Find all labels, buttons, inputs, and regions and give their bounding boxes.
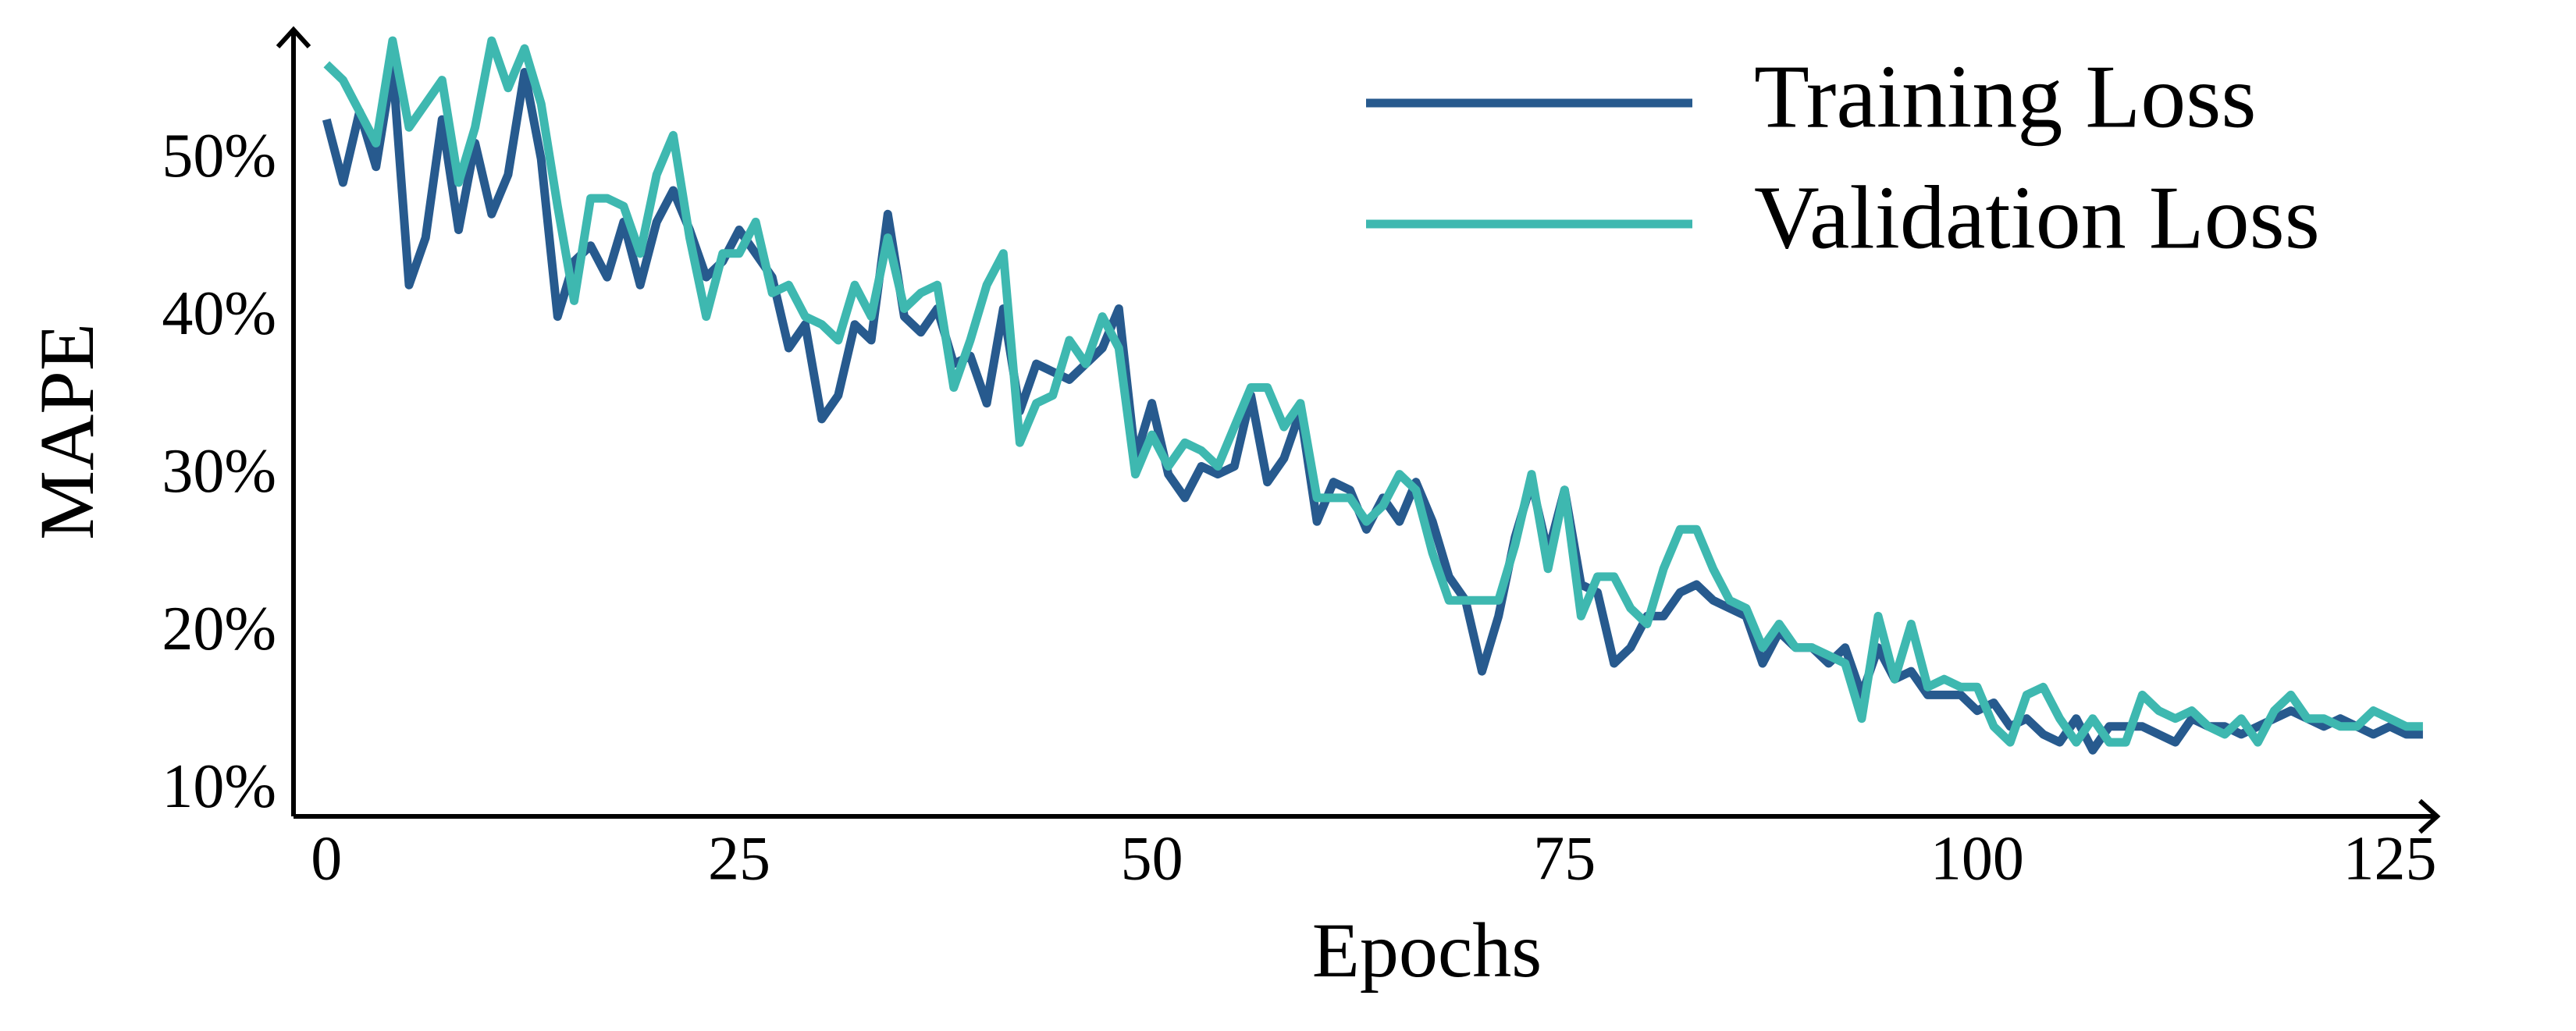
y-tick-label: 40% [162,279,276,348]
series-line [323,36,2423,747]
series-line [322,59,2423,755]
plot-lines [322,36,2423,755]
x-tick-label: 25 [708,824,770,893]
x-tick-label: 50 [1121,824,1183,893]
y-tick-label: 50% [162,122,276,190]
y-tick-label: 10% [162,752,276,821]
y-axis-label: MAPE [23,323,110,540]
x-axis-label: Epochs [1312,907,1542,994]
y-axis-arrow [276,26,311,49]
y-tick-label: 30% [162,437,276,506]
y-tick-label: 20% [162,595,276,663]
x-tick-label: 0 [311,824,342,893]
x-tick-label: 125 [2343,824,2437,893]
legend-label: Validation Loss [1754,169,2320,268]
x-axis-arrow [2418,798,2441,834]
legend-label: Training Loss [1754,48,2257,148]
x-tick-label: 100 [1930,824,2024,893]
x-tick-label: 75 [1533,824,1596,893]
